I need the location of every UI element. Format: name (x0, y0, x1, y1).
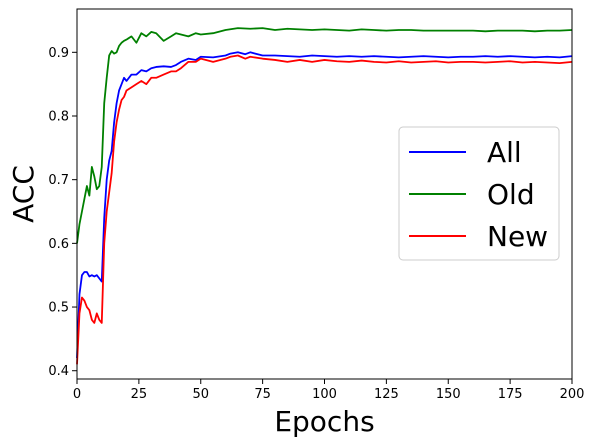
y-tick-label: 0.4 (48, 364, 69, 379)
legend-label-all: All (487, 136, 522, 169)
legend-label-new: New (487, 220, 548, 253)
y-tick-label: 0.8 (48, 109, 69, 124)
series-layer (76, 27, 573, 365)
x-tick-label: 150 (436, 387, 461, 402)
x-axis-ticks: 0 25 50 75 100 125 150 175 200 (73, 379, 585, 402)
plot-frame (76, 8, 573, 380)
x-tick-label: 200 (560, 387, 585, 402)
x-tick-label: 100 (312, 387, 337, 402)
legend-box (398, 126, 560, 261)
y-tick-label: 0.6 (48, 237, 69, 252)
series-line-new (76, 54, 573, 365)
y-tick-label: 0.5 (48, 301, 69, 316)
y-axis-title: ACC (7, 165, 40, 223)
legend-label-old: Old (487, 178, 535, 211)
x-axis-title: Epochs (274, 405, 374, 438)
legend: All Old New (398, 126, 560, 261)
x-tick-label: 50 (192, 387, 209, 402)
series-line-all (76, 51, 573, 359)
y-tick-label: 0.7 (48, 173, 69, 188)
x-tick-label: 75 (254, 387, 271, 402)
x-tick-label: 0 (73, 387, 81, 402)
x-tick-label: 175 (498, 387, 523, 402)
series-line-old (76, 27, 573, 244)
x-tick-label: 125 (374, 387, 399, 402)
x-tick-label: 25 (131, 387, 148, 402)
y-tick-label: 0.9 (48, 46, 69, 61)
y-axis-ticks: 0.4 0.5 0.6 0.7 0.8 0.9 (48, 46, 77, 379)
